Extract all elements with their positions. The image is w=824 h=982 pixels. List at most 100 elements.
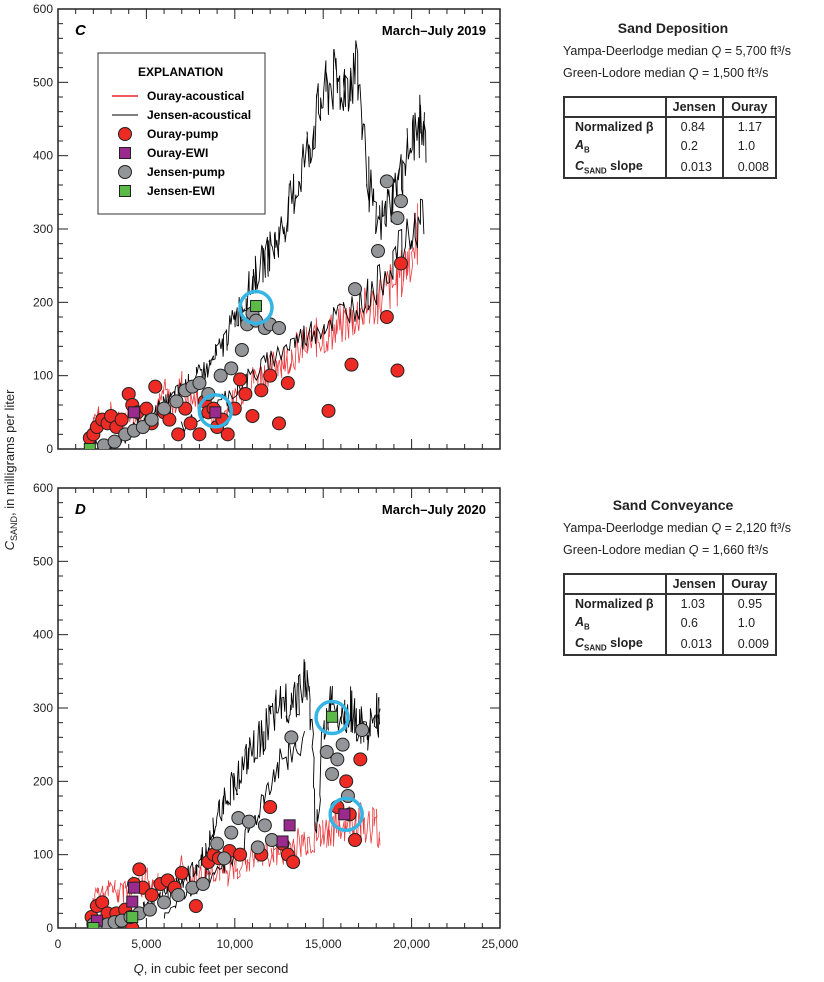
- point-ouray-pump: [348, 833, 363, 847]
- cell-ouray: 1.0: [721, 136, 778, 157]
- point-ouray-pump: [344, 357, 359, 372]
- point-jensen-pump: [234, 343, 249, 357]
- panel-letter: C: [75, 22, 87, 39]
- green-label: Green-Lodore median: [563, 543, 689, 557]
- legend-swatch-jensen-ewi: [119, 185, 131, 197]
- conveyance-stats-table: Jensen Ouray Normalized β 1.03 0.95 AB 0…: [563, 573, 778, 656]
- table-row: Normalized β 0.84 1.17: [563, 117, 778, 136]
- point-ouray-pump: [171, 427, 186, 442]
- table-row: AB 0.6 1.0: [563, 613, 778, 634]
- y-tick-label: 300: [33, 701, 53, 715]
- yampa-median-conveyance: Yampa-Deerlodge median Q = 2,120 ft³/s: [563, 521, 813, 535]
- point-jensen-pump: [390, 211, 405, 225]
- cell-ouray: 0.95: [721, 594, 778, 613]
- legend-label-ouray-ewi: Ouray-EWI: [147, 146, 208, 160]
- point-ouray-pump: [183, 416, 198, 431]
- csand-subscript: SAND: [584, 166, 607, 175]
- point-jensen-pump: [217, 851, 232, 866]
- slope-text: slope: [606, 158, 643, 173]
- point-ouray-pump: [245, 409, 260, 423]
- row-label-csand-slope: CSAND slope: [563, 633, 667, 656]
- csand-symbol: C: [575, 635, 585, 650]
- sand-deposition-title: Sand Deposition: [617, 20, 729, 36]
- panel-d: 0 100 200 300 400 500 600 0 5,000 10,000 15,000 20,…: [33, 481, 519, 951]
- x-axis-label-text: , in cubic feet per second: [144, 961, 289, 976]
- point-jensen-pump: [241, 814, 256, 829]
- point-ouray-pump: [132, 862, 147, 877]
- cell-jensen: 0.013: [664, 633, 724, 656]
- yampa-value: = 5,700 ft³/s: [721, 44, 792, 58]
- legend-label-ouray-pump: Ouray-pump: [147, 127, 218, 141]
- header-ouray: Ouray: [721, 96, 778, 118]
- header-ouray: Ouray: [721, 573, 778, 595]
- legend-swatch-ouray-pump: [118, 127, 132, 141]
- x-tick-label: 10,000: [216, 937, 253, 951]
- y-tick-label: 500: [33, 75, 53, 89]
- point-jensen-pump: [272, 321, 286, 335]
- point-ouray-ewi: [338, 808, 351, 821]
- point-jensen-pump: [224, 825, 239, 840]
- legend-swatch-jensen-pump: [118, 165, 132, 179]
- table-header-row: Jensen Ouray: [563, 573, 778, 595]
- y-tick-label: 200: [33, 774, 53, 788]
- csand-subscript: SAND: [584, 643, 607, 652]
- point-jensen-ewi: [250, 300, 263, 312]
- point-ouray-pump: [220, 427, 235, 442]
- y-axis-label: CSAND, in milligrams per liter: [2, 389, 19, 550]
- cell-jensen: 0.013: [664, 156, 724, 179]
- series-line-jensen-acoustical-lower: [180, 198, 425, 434]
- point-ouray-pump: [339, 774, 354, 789]
- point-jensen-pump: [210, 836, 225, 851]
- point-jensen-pump: [284, 730, 299, 745]
- legend-label-jensen-acoustical: Jensen-acoustical: [147, 108, 251, 122]
- point-ouray-pump: [286, 855, 301, 869]
- point-ouray-pump: [233, 372, 248, 387]
- header-blank: [563, 573, 667, 595]
- point-ouray-pump: [114, 412, 129, 427]
- x-axis-label-symbol: Q: [134, 961, 144, 976]
- y-tick-label: 600: [33, 2, 53, 16]
- point-jensen-pump: [379, 174, 394, 189]
- point-ouray-pump: [379, 310, 394, 324]
- row-label-ab: AB: [563, 613, 667, 634]
- point-jensen-pump: [224, 361, 239, 376]
- point-jensen-pump: [348, 282, 363, 297]
- slope-text: slope: [606, 635, 643, 650]
- point-ouray-pump: [148, 379, 163, 394]
- sand-deposition-info: Sand Deposition Yampa-Deerlodge median Q…: [563, 20, 813, 179]
- y-tick-label: 0: [46, 921, 53, 935]
- point-ouray-ewi: [276, 835, 289, 848]
- point-ouray-pump: [263, 800, 278, 814]
- yampa-median-deposition: Yampa-Deerlodge median Q = 5,700 ft³/s: [563, 44, 813, 58]
- csand-symbol: C: [575, 158, 585, 173]
- series-line-jensen-acoustical-lower: [163, 731, 306, 919]
- table-row: AB 0.2 1.0: [563, 136, 778, 157]
- cell-ouray: 1.17: [721, 117, 778, 136]
- y-tick-label: 100: [33, 369, 53, 383]
- y-tick-label: 500: [33, 554, 53, 568]
- y-tick-label: 400: [33, 628, 53, 642]
- highlight-circle: [238, 289, 274, 326]
- point-ouray-pump: [192, 427, 207, 442]
- y-tick-label: 100: [33, 848, 53, 862]
- deposition-stats-table: Jensen Ouray Normalized β 0.84 1.17 AB 0…: [563, 96, 778, 179]
- point-jensen-pump: [335, 737, 350, 752]
- point-jensen-ewi: [83, 443, 96, 449]
- point-jensen-pump: [157, 895, 172, 910]
- cell-ouray: 0.008: [721, 156, 778, 179]
- legend: EXPLANATION Ouray-acoustical Jensen-acoust…: [97, 52, 266, 215]
- point-jensen-pump: [171, 888, 186, 902]
- point-jensen-pump: [393, 194, 408, 209]
- y-axis-label-text: , in milligrams per liter: [2, 389, 17, 516]
- point-jensen-pump: [192, 376, 207, 390]
- cell-ouray: 0.009: [721, 633, 778, 656]
- ab-subscript: B: [584, 622, 590, 632]
- panel-c: 0 100 200 300 400 500 600 C March–July 2019: [33, 2, 501, 456]
- ab-symbol: A: [575, 615, 585, 629]
- q-symbol: Q: [711, 521, 722, 535]
- point-jensen-ewi: [87, 922, 100, 928]
- legend-label-jensen-ewi: Jensen-EWI: [147, 184, 215, 198]
- point-ouray-pump: [272, 416, 286, 431]
- cell-jensen: 0.6: [664, 613, 724, 634]
- point-ouray-pump: [263, 368, 278, 383]
